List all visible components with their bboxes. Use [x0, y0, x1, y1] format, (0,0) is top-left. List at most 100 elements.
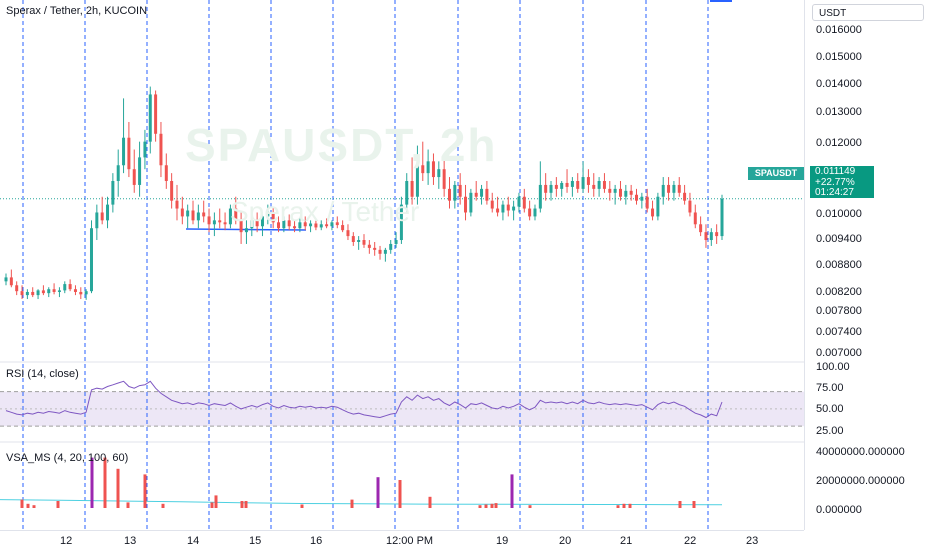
rsi-line	[5, 380, 723, 419]
candle-body	[415, 165, 419, 197]
candle-body	[186, 210, 190, 217]
candle-body	[506, 204, 510, 211]
candle-body	[677, 184, 681, 193]
candle-body	[544, 184, 548, 193]
candle-body	[474, 192, 478, 197]
candle-body	[453, 184, 457, 201]
last-price-tag: 0.011149 +22.77% 01:24:27	[810, 166, 874, 198]
candle-body	[602, 181, 606, 189]
candle-body	[421, 165, 425, 174]
volume-bar	[244, 501, 248, 508]
candle-body	[41, 290, 45, 294]
candle-body	[549, 184, 553, 193]
candle-body	[538, 184, 542, 209]
candle-body	[132, 169, 136, 185]
candle-body	[661, 184, 665, 197]
symbol-watermark: SPAUSDT, 2h	[185, 119, 498, 171]
candle-body	[287, 220, 291, 227]
candle-body	[100, 212, 104, 221]
description-watermark: Sperax / Tether	[230, 196, 420, 227]
candle-body	[4, 277, 8, 282]
candle-body	[9, 277, 13, 286]
volume-bar	[678, 501, 682, 508]
time-axis[interactable]	[0, 530, 804, 551]
candle-body	[490, 200, 494, 209]
volume-bar	[300, 504, 304, 508]
candle-body	[362, 240, 366, 245]
price-tick: 0.008200	[816, 286, 862, 298]
rsi-tick: 100.00	[816, 361, 850, 373]
candle-body	[378, 249, 382, 254]
volume-bar	[26, 503, 30, 508]
candle-body	[485, 188, 489, 201]
volume-tick: 40000000.000000	[816, 446, 905, 458]
candle-body	[250, 220, 254, 229]
volume-bar	[478, 505, 482, 508]
candle-body	[501, 204, 505, 213]
candle-body	[410, 181, 414, 197]
volume-bar	[528, 505, 532, 508]
candle-body	[554, 184, 558, 189]
candle-body	[437, 169, 441, 178]
currency-selector[interactable]: USDT	[812, 4, 924, 21]
time-tick: 19	[496, 535, 509, 547]
time-tick: 16	[310, 535, 323, 547]
candle-body	[15, 285, 19, 292]
time-tick: 12	[60, 535, 73, 547]
volume-bar	[126, 502, 130, 508]
rsi-legend[interactable]: RSI (14, close)	[6, 368, 79, 380]
candle-body	[715, 232, 719, 237]
candle-body	[293, 226, 297, 229]
candle-body	[704, 232, 708, 241]
candle-body	[581, 177, 585, 189]
price-tick: 0.010000	[816, 208, 862, 220]
candle-body	[640, 196, 644, 201]
candle-body	[148, 94, 152, 142]
price-tick: 0.014000	[816, 78, 862, 90]
volume-bar	[214, 495, 218, 508]
candle-body	[180, 208, 184, 217]
candle-body	[164, 165, 168, 181]
candle-body	[389, 243, 393, 250]
candle-body	[143, 141, 147, 158]
price-tick: 0.007400	[816, 326, 862, 338]
candle-body	[282, 220, 286, 229]
time-tick: 23	[746, 535, 759, 547]
candle-body	[709, 232, 713, 241]
candle-body	[517, 196, 521, 207]
candle-body	[31, 291, 35, 296]
candle-body	[73, 289, 77, 292]
candle-body	[688, 200, 692, 213]
candle-body	[592, 184, 596, 189]
candle-body	[346, 230, 350, 237]
price-tick: 0.013000	[816, 106, 862, 118]
candle-body	[207, 216, 211, 225]
price-tick: 0.007800	[816, 305, 862, 317]
candle-body	[720, 198, 724, 237]
candle-body	[383, 249, 387, 254]
volume-tick: 20000000.000000	[816, 475, 905, 487]
price-tick: 0.012000	[816, 137, 862, 149]
candle-body	[480, 188, 484, 197]
candle-body	[314, 223, 318, 228]
candle-body	[458, 184, 462, 197]
candle-body	[191, 210, 195, 221]
candle-body	[260, 216, 264, 227]
candle-body	[613, 188, 617, 193]
volume-bar	[398, 480, 402, 508]
candle-body	[426, 161, 430, 174]
price-tick: 0.008800	[816, 259, 862, 271]
candle-body	[528, 208, 532, 217]
symbol-legend[interactable]: Sperax / Tether, 2h, KUCOIN	[6, 5, 148, 17]
candle-body	[693, 212, 697, 225]
volume-bar	[628, 503, 632, 508]
candle-body	[624, 190, 628, 197]
vsa-legend[interactable]: VSA_MS (4, 20, 100, 60)	[6, 452, 129, 464]
price-axis[interactable]	[804, 0, 932, 530]
candle-body	[399, 204, 403, 241]
candle-body	[570, 181, 574, 187]
candle-body	[36, 290, 40, 296]
candle-body	[667, 184, 671, 193]
candle-body	[645, 196, 649, 209]
